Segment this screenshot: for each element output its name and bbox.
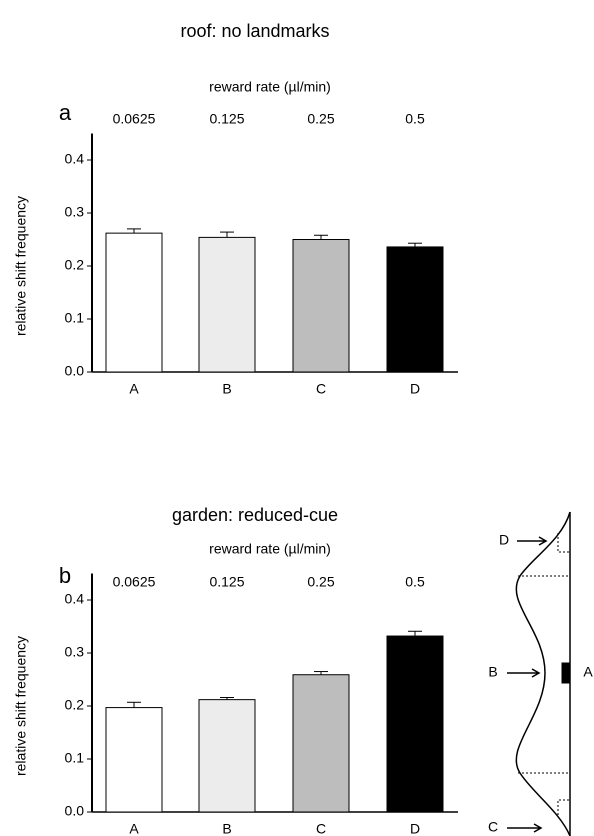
top-label: 0.25 xyxy=(307,574,334,590)
y-tick-label: 0.3 xyxy=(65,644,85,660)
y-tick-label: 0.1 xyxy=(65,750,85,766)
marker-a xyxy=(561,662,571,684)
diagram xyxy=(507,511,571,836)
y-tick-label: 0.2 xyxy=(65,697,85,713)
x-tick-label: D xyxy=(410,821,420,836)
bar xyxy=(386,246,444,373)
y-axis-label: relative shift frequency xyxy=(13,636,29,776)
y-tick-label: 0.0 xyxy=(65,803,85,819)
dotted-line xyxy=(557,799,570,815)
diagram-curve xyxy=(515,511,571,836)
y-tick-label: 0.0 xyxy=(65,363,85,379)
top-label: 0.125 xyxy=(209,111,244,127)
x-tick-label: C xyxy=(316,821,326,836)
top-axis-label: reward rate (µl/min) xyxy=(209,79,331,95)
y-tick-label: 0.3 xyxy=(65,204,85,220)
top-label: 0.25 xyxy=(307,111,334,127)
bar xyxy=(386,635,444,813)
chart-title: roof: no landmarks xyxy=(180,21,329,41)
panel-label: b xyxy=(59,563,71,588)
y-tick-label: 0.1 xyxy=(65,310,85,326)
diagram-label: C xyxy=(488,819,498,835)
arrow xyxy=(517,536,548,546)
top-label: 0.125 xyxy=(209,574,244,590)
arrow xyxy=(507,823,543,833)
bar xyxy=(105,232,163,373)
top-axis-label: reward rate (µl/min) xyxy=(209,541,331,557)
y-tick-label: 0.4 xyxy=(65,151,85,167)
x-tick-label: A xyxy=(129,821,139,836)
panel-label: a xyxy=(59,100,72,125)
bar xyxy=(105,707,163,813)
chart-title: garden: reduced-cue xyxy=(172,505,338,525)
top-label: 0.0625 xyxy=(113,111,156,127)
dotted-line xyxy=(557,533,570,553)
diagram-label: A xyxy=(583,664,593,680)
top-label: 0.0625 xyxy=(113,574,156,590)
bar xyxy=(292,239,350,373)
x-tick-label: A xyxy=(129,381,139,397)
y-axis-label: relative shift frequency xyxy=(13,196,29,336)
bar xyxy=(198,699,256,813)
diagram-label: B xyxy=(488,664,497,680)
x-tick-label: C xyxy=(316,381,326,397)
x-tick-label: B xyxy=(222,821,231,836)
arrow xyxy=(507,668,541,678)
x-tick-label: D xyxy=(410,381,420,397)
bar xyxy=(292,674,350,813)
top-label: 0.5 xyxy=(405,574,425,590)
diagram-label: D xyxy=(499,532,509,548)
y-tick-label: 0.4 xyxy=(65,591,85,607)
x-tick-label: B xyxy=(222,381,231,397)
bar xyxy=(198,236,256,373)
top-label: 0.5 xyxy=(405,111,425,127)
y-tick-label: 0.2 xyxy=(65,257,85,273)
